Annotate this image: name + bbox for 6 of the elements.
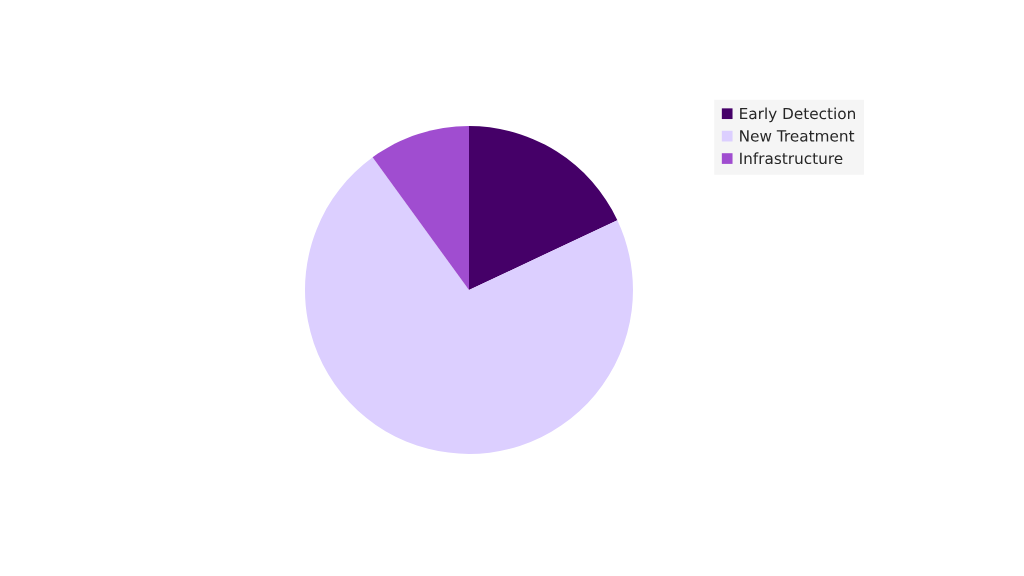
- legend-label: New Treatment: [740, 130, 855, 142]
- pie-slice: [304, 157, 633, 454]
- legend-label: Early Detection: [740, 107, 855, 123]
- pie-slice: [468, 126, 618, 291]
- legend-label: Infrastructure: [740, 152, 843, 165]
- pie-slice: [372, 126, 469, 291]
